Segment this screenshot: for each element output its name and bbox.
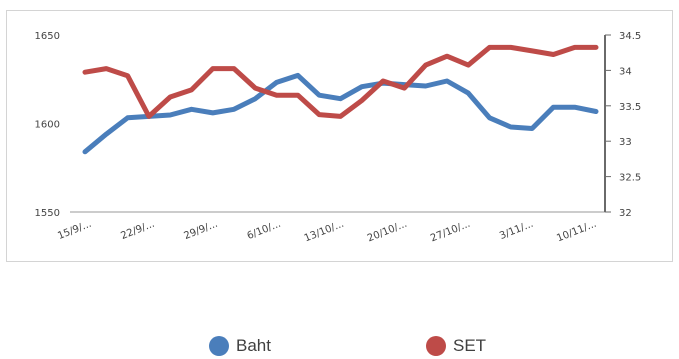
x-tick-label: 29/9/...	[182, 219, 219, 242]
x-axis-ticks: 15/9/... 22/9/... 29/9/... 6/10/... 13/10/..…	[56, 219, 598, 245]
legend-item-set: SET	[426, 336, 486, 356]
legend-label-baht: Baht	[236, 336, 271, 355]
x-tick-label: 15/9/...	[56, 219, 93, 242]
right-tick-label: 32.5	[619, 173, 641, 184]
left-tick-label: 1650	[35, 31, 60, 42]
chart-plot: 1550 1600 1650 32 32.5 33 33.5 34 34.5 15/9/...…	[35, 31, 642, 245]
right-tick-label: 32	[619, 208, 632, 219]
left-tick-label: 1550	[35, 208, 60, 219]
x-tick-label: 13/10/...	[303, 219, 346, 245]
legend-item-baht: Baht	[209, 336, 271, 356]
right-tick-label: 34	[619, 66, 632, 77]
chart-area	[6, 10, 673, 262]
right-tick-label: 34.5	[619, 31, 641, 42]
x-tick-label: 6/10/...	[246, 219, 283, 242]
right-axis-ticks: 32 32.5 33 33.5 34 34.5	[605, 31, 641, 219]
legend-label-set: SET	[453, 336, 487, 355]
x-tick-label: 3/11/...	[498, 219, 535, 242]
legend-marker-baht	[209, 336, 229, 356]
x-tick-label: 20/10/...	[366, 219, 409, 245]
series-line-set	[82, 44, 599, 119]
x-tick-label: 27/10/...	[429, 219, 472, 245]
right-tick-label: 33.5	[619, 102, 641, 113]
right-tick-label: 33	[619, 137, 632, 148]
left-tick-label: 1600	[35, 120, 60, 131]
series-line-baht	[82, 72, 599, 155]
x-tick-label: 22/9/...	[119, 219, 156, 242]
series-layer	[82, 44, 599, 155]
legend-marker-set	[426, 336, 446, 356]
x-tick-label: 10/11/...	[555, 219, 598, 245]
left-axis-ticks: 1550 1600 1650	[35, 31, 60, 219]
